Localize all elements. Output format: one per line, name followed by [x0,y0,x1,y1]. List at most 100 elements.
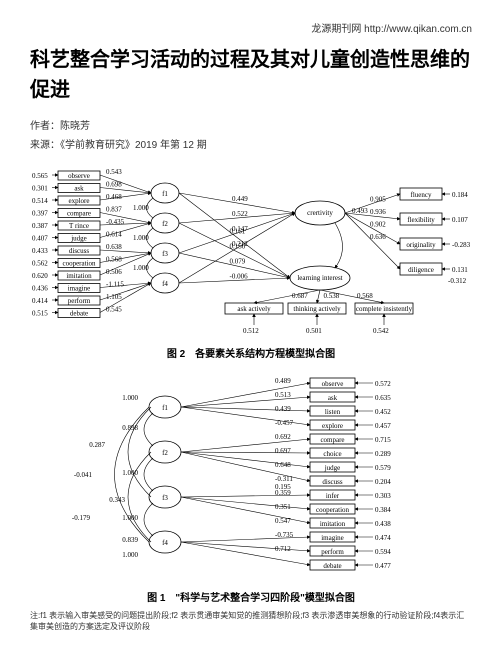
box-label: debate [323,562,341,570]
loading-label: 0.543 [106,168,122,176]
loading-label: 0.513 [275,391,291,399]
covar-label: 0.839 [122,536,138,544]
loading-label: 0.712 [275,545,291,553]
loading-label: -0.311 [275,475,293,483]
box-label: perform [321,548,344,556]
latent-label: f2 [162,220,168,228]
covar-label: 1.000 [133,264,149,272]
edge-label: 0.150 [230,243,246,251]
err-label: -0.312 [448,277,467,285]
covar-label: 0.343 [109,496,125,504]
loading-label: 0.687 [292,292,308,300]
covar-label: 1.000 [133,234,149,242]
covar-label: 1.000 [122,551,138,559]
err-label: 0.384 [375,506,391,514]
box-label: imitation [320,520,346,528]
figure1-caption: 图 1 "科学与艺术整合学习四阶段"模型拟合图 [30,589,472,604]
figure-2: 0.565observe0.301ask0.514explore0.397com… [30,163,472,360]
node-learning-interest: learning interest [297,274,342,282]
box-label: explore [322,422,343,430]
err-label: 0.303 [375,492,391,500]
err-label: 0.515 [32,310,48,318]
loading-label: 0.351 [275,503,291,511]
box-label: ask actively [237,305,271,313]
latent-label: f1 [162,404,168,412]
err-label: 0.501 [306,327,322,335]
err-label: 0.572 [375,380,391,388]
box-label: ask [74,185,84,193]
figure2-caption: 图 2 各要素关系结构方程模型拟合图 [30,345,472,360]
err-label: 0.289 [375,450,391,458]
loading-label: 0.568 [106,256,122,264]
err-label: 0.542 [373,327,389,335]
box-label: listen [325,408,341,416]
edge-label: -0.006 [230,273,249,281]
box-label: thinking actively [293,305,341,313]
box-label: flexibility [407,216,435,224]
box-label: cooperation [316,506,350,514]
box-label: judge [70,235,87,243]
err-label: 0.457 [375,422,391,430]
err-label: 0.620 [32,272,48,280]
box-label: cooperation [62,260,96,268]
err-label: 0.387 [32,222,48,230]
loading-label: 0.568 [357,292,373,300]
covar-label: 0.898 [122,424,138,432]
err-label: 0.474 [375,534,391,542]
footnote: 注:f1 表示输入审美感受的问题提出阶段;f2 表示贯通审美知觉的推测猜想阶段;… [30,610,472,632]
loading-label: -0.435 [106,218,125,226]
edge-label: 0.449 [232,195,248,203]
covar-label: 1.000 [133,204,149,212]
box-label: observe [322,380,344,388]
box-label: imagine [68,285,91,293]
article-title: 科艺整合学习活动的过程及其对儿童创造性思维的促进 [30,45,472,105]
loading-label: 0.547 [275,517,291,525]
err-label: 0.407 [32,235,48,243]
err-label: 0.565 [32,172,48,180]
box-label: judge [324,464,341,472]
err-label: 0.635 [375,394,391,402]
box-label: ask [328,394,338,402]
err-label: 0.514 [32,197,48,205]
box-label: imitation [66,272,92,280]
loading-label: 1.105 [106,293,122,301]
err-label: 0.436 [32,285,48,293]
covar-label: 1.000 [122,514,138,522]
err-label: 0.512 [243,327,259,335]
loading-label: 0.506 [106,268,122,276]
edge-label: 0.522 [232,210,248,218]
latent-label: f3 [162,250,168,258]
box-label: originality [406,241,436,249]
loading-label: 0.692 [275,433,291,441]
edge-label: 0.079 [230,258,246,266]
box-label: complete insistently [356,305,413,313]
err-label: 0.452 [375,408,391,416]
loading-label: 0.614 [106,231,122,239]
figure-1: f1f2f3f4 observe0.5720.489ask0.6350.513l… [30,372,472,604]
loading-label: 0.902 [370,221,386,229]
box-label: fluency [411,191,432,199]
box-label: explore [69,197,90,205]
box-label: choice [323,450,341,458]
source-line: 来源：《学前教育研究》2019 年第 12 期 [30,136,472,151]
latent-label: f2 [162,449,168,457]
box-label: compare [67,210,91,218]
err-label: 0.438 [375,520,391,528]
loading-label: 0.636 [370,233,386,241]
err-label: 0.562 [32,260,48,268]
box-label: debate [70,310,88,318]
err-label: 0.477 [375,562,391,570]
loading-label: -0.457 [275,419,294,427]
figure1-svg: f1f2f3f4 observe0.5720.489ask0.6350.513l… [30,372,472,582]
node-creativity: crertivity [307,209,333,217]
loading-label: 0.936 [370,208,386,216]
figure2-svg: 0.565observe0.301ask0.514explore0.397com… [30,163,472,338]
loading-label: 0.648 [275,461,291,469]
loading-label: 0.489 [275,377,291,385]
err-label: 0.397 [32,210,48,218]
loading-label: 0.468 [106,193,122,201]
err-label: 0.301 [32,185,48,193]
loading-label: -0.735 [275,531,294,539]
latent-label: f1 [162,190,168,198]
loading-label: 0.698 [106,181,122,189]
